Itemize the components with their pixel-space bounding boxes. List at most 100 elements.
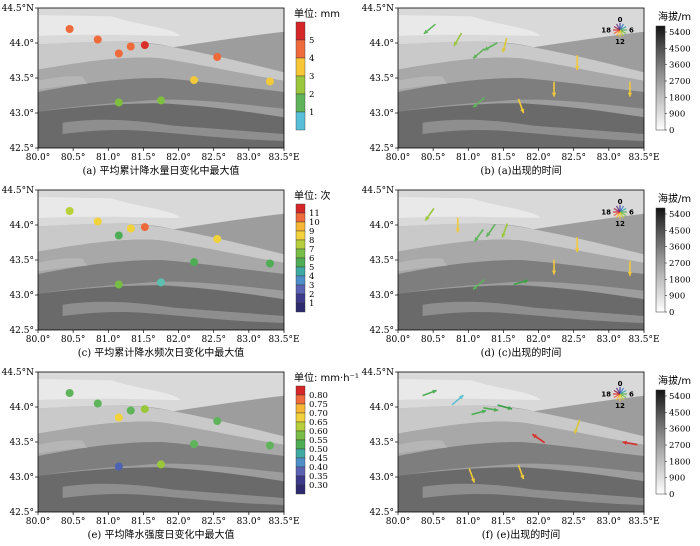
time-arrow-head [459,395,464,400]
elevation-tick-label: 5400 [669,28,691,38]
x-tick-label: 80.5° [421,153,446,163]
compass-ray [613,211,621,216]
compass-ray [613,208,621,213]
compass-ray [619,29,627,34]
colorbar-tick-label: 7 [309,245,314,255]
y-tick-label: 44.5°N [362,368,395,378]
station-point [157,460,165,469]
colorbar-tick-label: 9 [309,227,314,237]
station-point [114,413,123,422]
time-arrow-head [425,216,430,221]
station-point [93,217,102,226]
x-tick-label: 83.0° [597,335,622,345]
y-tick-label: 42.5° [9,508,34,518]
elevation-tick-label: 2700 [669,77,691,87]
elevation-tick-label: 5400 [669,210,691,220]
y-tick-label: 42.5° [369,144,394,154]
station-point [126,42,135,51]
colorbar-tick-label: 0.65 [309,418,328,428]
station-point [140,223,149,232]
elevation-tick-label: 1800 [669,275,691,285]
x-tick-label: 82.5° [201,335,226,345]
colorbar-segment [295,230,306,241]
x-tick-label: 82.0° [526,335,551,345]
colorbar-segment [295,430,306,441]
terrain-basemap [38,372,284,512]
compass-label-right: 6 [629,27,634,35]
elevation-colorbar [655,389,666,495]
panel-caption: (d) (c)出现的时间 [481,346,562,359]
station-point [190,258,199,267]
time-arrow-head [551,92,557,97]
colorbar-tick-label: 0.55 [309,436,328,446]
y-tick-label: 43.0° [9,291,34,301]
y-tick-label: 42.5° [9,144,34,154]
elevation-tick-label: 2700 [669,259,691,269]
elevation-tick-label: 0 [669,308,674,318]
x-tick-label: 83.5°E [628,517,659,527]
colorbar-tick-label: 4 [309,54,314,64]
colorbar-tick-label: 1 [309,299,314,309]
x-tick-label: 82.5° [201,153,226,163]
time-arrow-head [473,54,478,59]
colorbar-tick-label: 0.70 [309,409,328,419]
colorbar-segment [295,448,306,459]
colorbar-tick-label: 3 [309,72,314,82]
x-tick-label: 82.5° [561,153,586,163]
x-tick-label: 83.5°E [628,153,659,163]
compass-ray [616,29,621,37]
compass-label-top: 0 [618,380,623,388]
station-point [213,235,222,243]
colorbar-segment [295,203,306,214]
panel-a: 80.0° 80.5° 81.0° 81.5° 82.0° 82.5° 83.0° 83.5°… [2,4,340,177]
time-arrow-head [484,46,489,51]
elevation-tick-label: 2700 [669,441,691,451]
colorbar-segment [295,421,306,432]
elevation-colorbar-title: 海拔/m [658,374,691,387]
time-arrow-head [432,389,437,394]
colorbar-tick-label: 11 [309,209,320,219]
colorbar-segment [295,57,306,77]
colorbar-segment [295,293,306,304]
x-tick-label: 80.0° [26,153,51,163]
colorbar-segment [295,466,306,477]
x-tick-label: 81.5° [491,517,516,527]
compass-ray [619,387,624,395]
station-point [114,462,123,471]
elevation-tick-label: 3600 [669,243,691,253]
compass-label-left: 18 [601,391,611,399]
elevation-colorbar-title: 海拔/m [658,192,691,205]
colorbar-tick-label: 4 [309,272,314,282]
station-point [114,280,123,289]
time-arrow-head [523,279,529,284]
compass-ray [619,211,627,216]
colorbar-segment [295,385,306,396]
compass-ray [619,390,627,395]
compass-ray [613,393,621,398]
compass-ray [619,29,624,37]
time-arrow-head [575,248,580,253]
colorbar-segment [295,239,306,250]
elevation-tick-label: 4500 [669,226,691,236]
elevation-tick-label: 900 [669,292,685,302]
compass-ray [616,23,621,31]
compass-ray [613,390,621,395]
x-tick-label: 82.5° [561,335,586,345]
compass-label-bottom: 12 [615,402,625,410]
y-tick-label: 43.0° [9,109,34,119]
y-tick-label: 42.5° [369,508,394,518]
station-point [213,417,222,425]
y-tick-label: 43.5° [9,256,34,266]
colorbar-segment [295,212,306,223]
x-tick-label: 82.0° [526,153,551,163]
time-arrow-head [627,92,633,97]
station-point [190,440,199,449]
colorbar-tick-label: 0.80 [309,391,328,401]
colorbar-tick-label: 0.30 [309,481,328,491]
x-tick-label: 82.0° [166,335,191,345]
time-arrow-head [423,29,429,34]
colorbar-tick-label: 8 [309,236,314,246]
elevation-tick-label: 900 [669,110,685,120]
colorbar-segment [295,39,306,59]
clock-compass: 06 12 18 [601,16,634,46]
